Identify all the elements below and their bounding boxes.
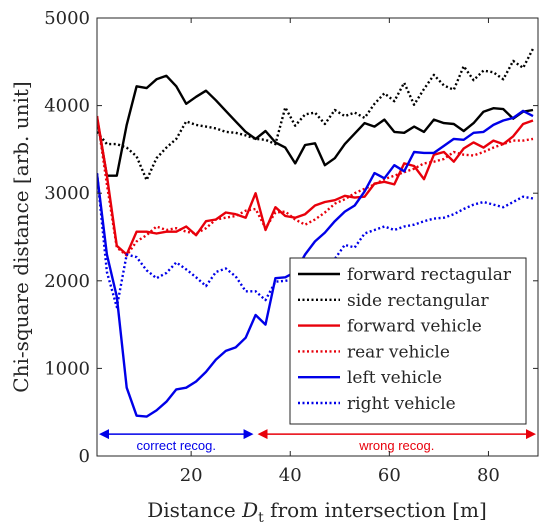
tick-layer: 20 40 60 80 0 1000 2000 3000 4000 5000 [44,8,538,486]
legend-label-rear-vehicle: rear vehicle [347,342,450,362]
legend-items: forward rectagular side rectangular forwar… [298,265,512,414]
annotation-layer: correct recog. wrong recog. [99,429,536,453]
x-axis-title-sub: t [258,510,264,526]
legend-label-side-rectangular: side rectangular [347,291,490,311]
series-line-rear-vehicle [97,115,534,257]
series-line-side-rectangular [97,48,535,182]
legend-label-right-vehicle: right vehicle [347,394,456,414]
x-axis-title-var: D [241,498,258,522]
plot-frame [96,17,539,457]
y-tick-label-0: 0 [79,446,90,467]
x-tick-label-20: 20 [180,465,203,486]
x-axis-title: Distance Dt from intersection [m] [147,498,487,526]
legend-label-forward-rectagular: forward rectagular [347,265,512,285]
y-tick-label-4000: 4000 [44,96,90,117]
x-tick-label-60: 60 [378,465,401,486]
legend: forward rectagular side rectangular forwar… [289,257,527,425]
annotation-label-wrong-recog: wrong recog. [358,438,434,453]
x-axis-title-pre: Distance [147,498,242,522]
series-line-forward-rectagular [97,74,534,177]
y-axis-title: Chi-square distance [arb. unit] [9,81,33,392]
y-tick-label-2000: 2000 [44,271,90,292]
y-tick-label-5000: 5000 [44,8,90,29]
x-tick-label-80: 80 [477,465,500,486]
series-line-forward-vehicle [97,115,534,256]
y-tick-label-3000: 3000 [44,183,90,204]
legend-label-forward-vehicle: forward vehicle [347,317,482,337]
x-axis-title-post: from intersection [m] [264,498,487,522]
series-line-left-vehicle [97,109,534,418]
annotation-label-correct-recog: correct recog. [137,438,216,453]
y-tick-label-1000: 1000 [44,358,90,379]
legend-box [289,257,527,425]
legend-label-left-vehicle: left vehicle [347,368,442,388]
x-tick-label-40: 40 [279,465,302,486]
